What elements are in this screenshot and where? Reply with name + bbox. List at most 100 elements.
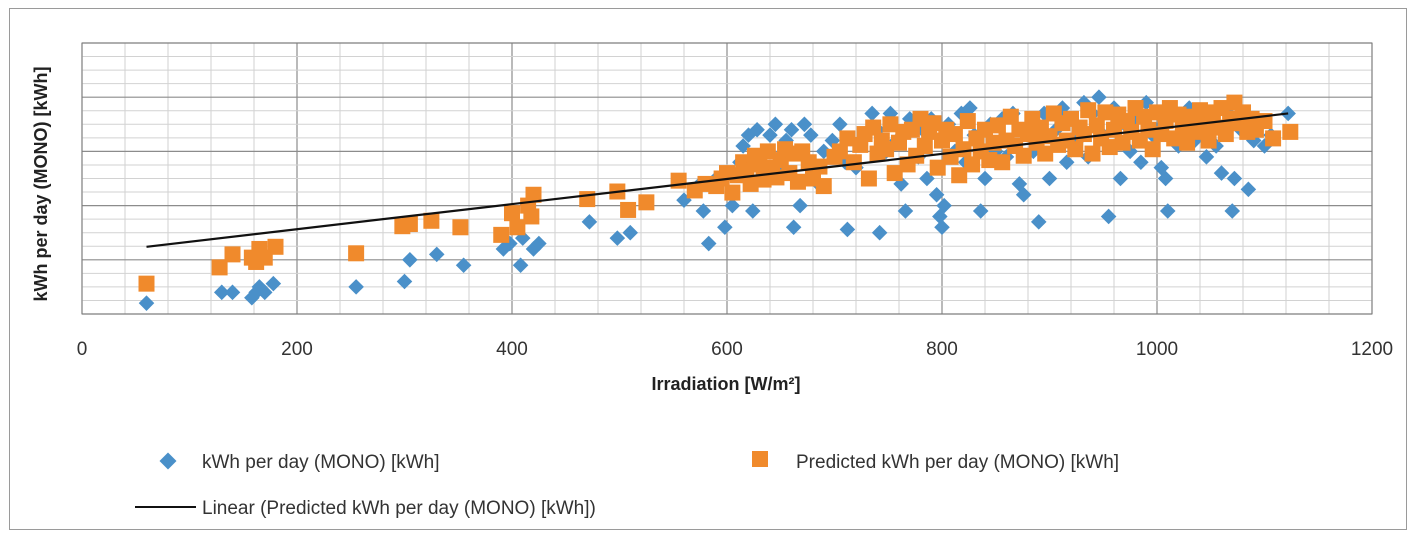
x-tick-label: 600 — [711, 339, 743, 360]
data-point-square — [348, 245, 365, 262]
data-point-diamond — [1226, 170, 1243, 187]
legend-marker-square — [752, 451, 768, 467]
data-point-square — [724, 184, 741, 201]
data-point-diamond — [977, 170, 993, 187]
data-point-diamond — [1041, 170, 1058, 187]
data-point-diamond — [348, 279, 364, 295]
data-point-square — [886, 165, 903, 182]
y-axis-title: kWh per day (MONO) [kWh] — [31, 67, 51, 302]
data-point-diamond — [1030, 214, 1047, 230]
data-point-square — [1002, 108, 1019, 125]
data-point-diamond — [871, 224, 888, 241]
x-axis-title: Irradiation [W/m²] — [652, 374, 801, 394]
data-point-square — [1282, 123, 1299, 140]
trendline-layer — [146, 112, 1289, 248]
data-point-square — [1157, 113, 1174, 130]
data-point-square — [1015, 147, 1032, 164]
data-point-square — [878, 141, 895, 158]
data-point-square — [860, 170, 877, 187]
data-point-diamond — [1240, 181, 1257, 198]
x-tick-label: 1000 — [1136, 339, 1178, 360]
data-point-diamond — [1058, 154, 1075, 171]
data-point-diamond — [1224, 203, 1241, 219]
data-point-square — [989, 117, 1006, 134]
data-point-square — [1101, 139, 1118, 156]
data-point-diamond — [581, 214, 598, 230]
legend-item-predicted: Predicted kWh per day (MONO) [kWh] — [752, 451, 1119, 473]
data-point-diamond — [1159, 203, 1176, 219]
data-point-diamond — [138, 295, 155, 311]
x-tick-label: 800 — [926, 339, 958, 360]
data-point-square — [1136, 108, 1153, 125]
data-points — [138, 89, 1299, 311]
data-point-square — [1067, 141, 1084, 158]
data-point-square — [504, 205, 520, 222]
legend-label-predicted: Predicted kWh per day (MONO) [kWh] — [796, 452, 1119, 473]
data-point-square — [929, 159, 946, 176]
data-point-square — [882, 116, 899, 133]
data-point-square — [759, 143, 776, 160]
tick-labels: 0 200 400 600 800 1000 1200 — [77, 339, 1393, 360]
data-point-square — [401, 216, 418, 233]
data-point-diamond — [1091, 89, 1107, 105]
data-point-diamond — [402, 252, 418, 268]
data-point-diamond — [832, 116, 848, 133]
data-point-square — [742, 175, 759, 192]
data-point-diamond — [1198, 149, 1215, 165]
data-point-square — [1088, 117, 1105, 134]
data-point-square — [964, 156, 981, 173]
data-point-square — [946, 126, 963, 143]
data-point-square — [981, 152, 998, 169]
data-point-square — [912, 110, 929, 127]
data-point-square — [523, 208, 540, 225]
data-point-square — [493, 226, 510, 243]
data-point-square — [267, 238, 284, 255]
data-point-diamond — [700, 235, 717, 252]
data-point-square — [1080, 102, 1097, 119]
legend-marker-diamond — [159, 452, 177, 470]
data-point-square — [423, 212, 440, 229]
data-point-diamond — [864, 105, 880, 122]
data-point-diamond — [792, 197, 808, 214]
data-point-square — [916, 137, 933, 154]
data-point-square — [211, 259, 228, 276]
data-point-square — [224, 246, 241, 263]
data-point-diamond — [839, 221, 856, 238]
data-point-square — [138, 275, 155, 292]
data-point-square — [1217, 126, 1234, 143]
data-point-square — [1192, 102, 1208, 119]
legend-item-trendline: Linear (Predicted kWh per day (MONO) [kW… — [135, 498, 596, 519]
x-tick-label: 400 — [496, 339, 528, 360]
data-point-square — [509, 219, 526, 236]
data-point-square — [1200, 132, 1217, 149]
data-point-square — [1196, 117, 1213, 134]
data-point-square — [620, 201, 637, 218]
data-point-square — [959, 113, 976, 130]
data-point-square — [994, 154, 1011, 171]
data-point-square — [815, 178, 832, 195]
data-point-square — [1097, 104, 1114, 121]
data-point-square — [811, 158, 828, 175]
data-point-square — [839, 130, 856, 147]
x-tick-label: 1200 — [1351, 339, 1393, 360]
data-point-square — [977, 121, 993, 138]
legend-label-measured: kWh per day (MONO) [kWh] — [202, 452, 440, 473]
data-point-square — [738, 162, 755, 179]
linear-trendline — [146, 112, 1289, 248]
legend-item-measured: kWh per day (MONO) [kWh] — [159, 452, 440, 473]
legend: kWh per day (MONO) [kWh] Predicted kWh p… — [135, 451, 1119, 519]
data-point-diamond — [1133, 154, 1149, 171]
data-point-diamond — [1112, 170, 1129, 187]
x-tick-label: 0 — [77, 339, 88, 360]
data-point-square — [1153, 126, 1170, 143]
data-point-square — [1265, 130, 1282, 147]
legend-label-trendline: Linear (Predicted kWh per day (MONO) [kW… — [202, 498, 596, 519]
data-point-square — [579, 191, 596, 208]
chart-frame — [9, 8, 1407, 530]
data-point-square — [638, 194, 655, 211]
data-point-square — [525, 186, 542, 203]
data-point-square — [831, 143, 848, 160]
data-point-square — [955, 141, 972, 158]
data-point-square — [925, 115, 942, 132]
